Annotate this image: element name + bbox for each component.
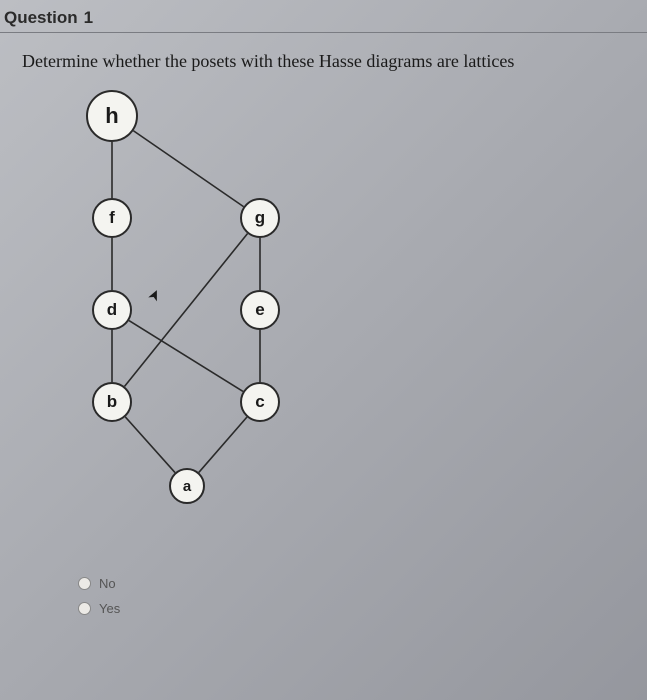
node-e: e xyxy=(240,290,280,330)
question-label: Question xyxy=(4,8,78,28)
node-label: b xyxy=(107,392,117,412)
edge-g-b xyxy=(125,234,248,387)
edge-h-g xyxy=(133,131,243,207)
edge-d-c xyxy=(129,321,243,392)
radio-icon[interactable] xyxy=(78,577,91,590)
node-d: d xyxy=(92,290,132,330)
node-label: h xyxy=(105,103,118,129)
edge-b-a xyxy=(125,417,175,473)
diagram-edges xyxy=(40,86,400,566)
node-a: a xyxy=(169,468,205,504)
question-header: Question 1 xyxy=(0,0,647,33)
question-number: 1 xyxy=(84,8,93,28)
question-prompt: Determine whether the posets with these … xyxy=(0,33,647,80)
hasse-diagram: hfgdebca➤ xyxy=(40,86,400,566)
radio-icon[interactable] xyxy=(78,602,91,615)
node-label: f xyxy=(109,208,115,228)
answer-options: No Yes xyxy=(78,576,647,616)
node-label: e xyxy=(255,300,264,320)
option-no[interactable]: No xyxy=(78,576,647,591)
node-g: g xyxy=(240,198,280,238)
node-label: c xyxy=(255,392,264,412)
option-label: No xyxy=(99,576,116,591)
option-yes[interactable]: Yes xyxy=(78,601,647,616)
node-h: h xyxy=(86,90,138,142)
option-label: Yes xyxy=(99,601,120,616)
node-label: d xyxy=(107,300,117,320)
node-label: a xyxy=(183,478,191,495)
node-label: g xyxy=(255,208,265,228)
node-b: b xyxy=(92,382,132,422)
node-c: c xyxy=(240,382,280,422)
node-f: f xyxy=(92,198,132,238)
edge-c-a xyxy=(199,417,247,472)
